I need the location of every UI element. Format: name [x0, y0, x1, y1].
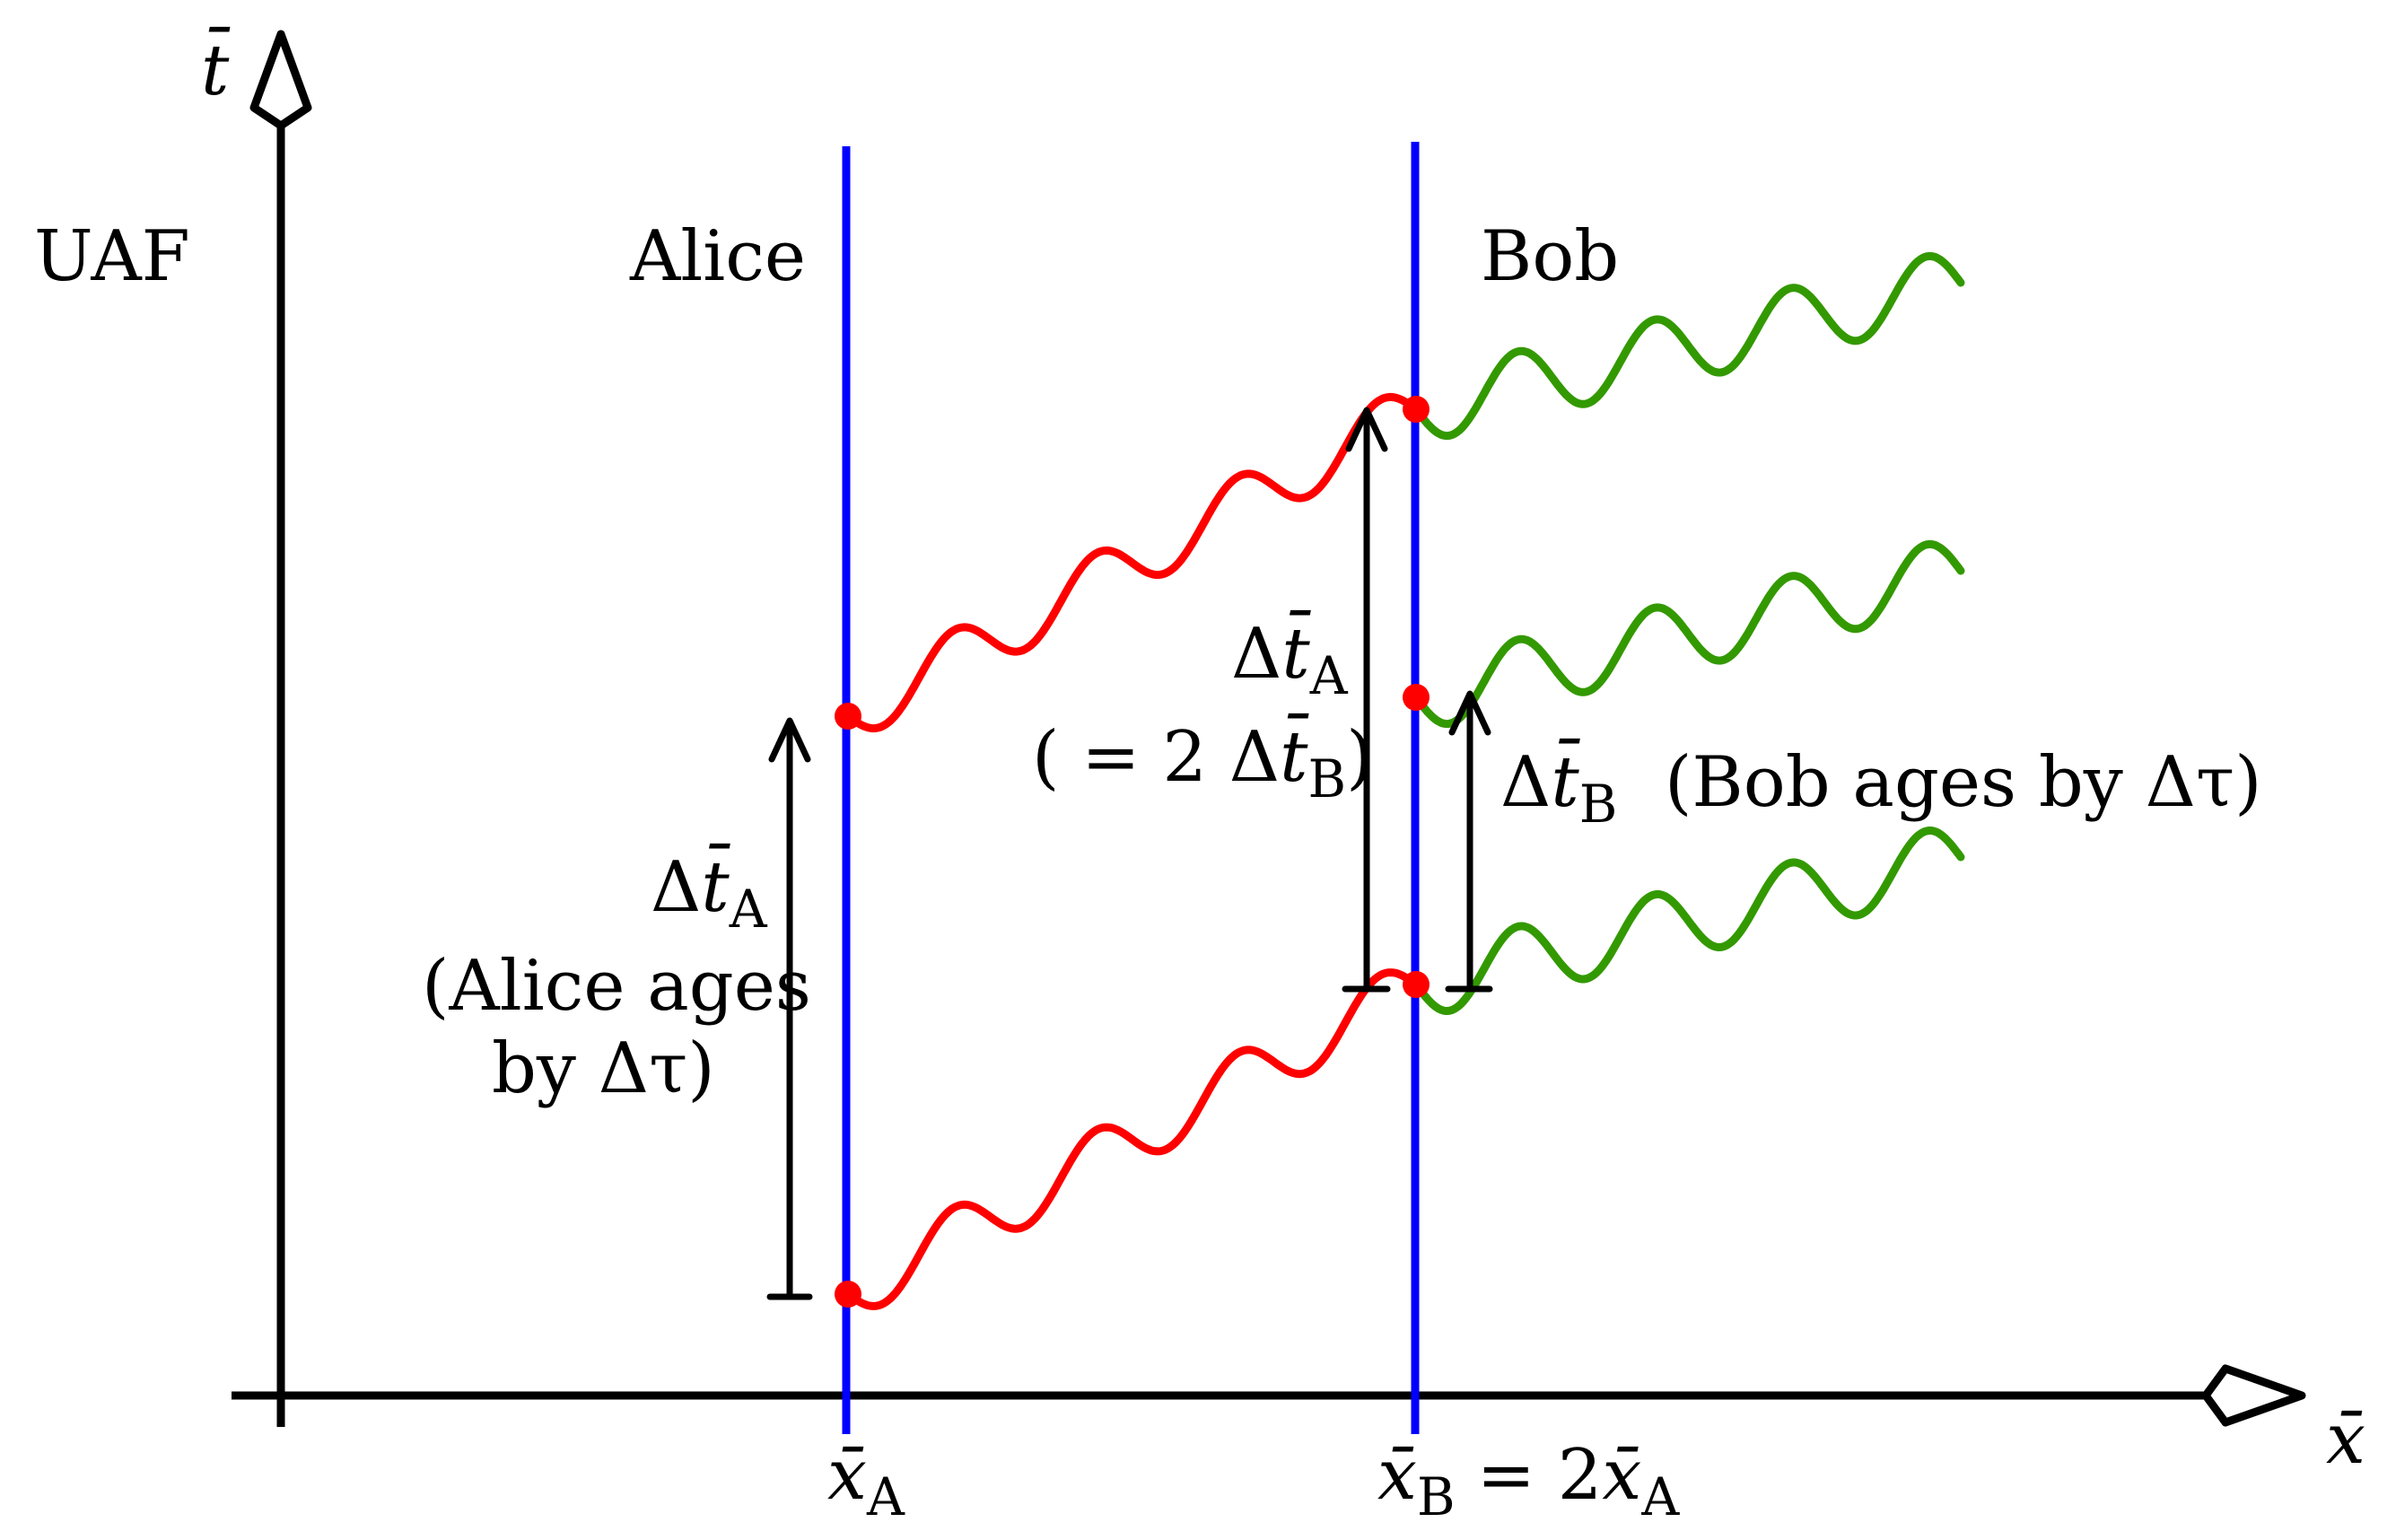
- x-axis-arrowhead: [2201, 1364, 2306, 1427]
- bob-dtA-label: Δt̄A: [1231, 609, 1349, 706]
- x-axis-label: x̄: [2326, 1399, 2365, 1480]
- event-bob-receive-1: [1403, 971, 1430, 998]
- alice-interval-arrow: [766, 717, 813, 1300]
- event-bob-receive-2: [1403, 684, 1430, 711]
- t-axis-label: t̄: [201, 26, 231, 111]
- intervals: [766, 407, 1493, 1300]
- signal-emitted-upper: [844, 392, 1421, 733]
- alice-interval-label: Δt̄A: [651, 843, 768, 940]
- labels: t̄ x̄ UAF Alice Bob x̄A x̄B = 2x̄A Δt̄A (…: [34, 26, 2365, 1527]
- event-bob-receive-3: [1403, 396, 1430, 423]
- x-A-label: x̄A: [827, 1435, 905, 1527]
- bob-dtA-equation: ( = 2 Δt̄B): [1032, 713, 1374, 809]
- alice-label: Alice: [629, 216, 806, 297]
- t-axis-arrowhead: [249, 30, 312, 130]
- bob-ages-label: (Bob ages by Δτ): [1665, 742, 2262, 823]
- signal-received-top: [1412, 251, 1965, 441]
- bob-label: Bob: [1481, 216, 1619, 297]
- event-alice-emit-2: [835, 703, 861, 730]
- alice-ages-line2: by Δτ): [492, 1028, 715, 1109]
- alice-ages-line1: (Alice ages: [422, 946, 811, 1027]
- x-B-label: x̄B = 2x̄A: [1377, 1435, 1680, 1527]
- signal-received-bottom: [1412, 827, 1965, 1015]
- frame-label: UAF: [34, 216, 190, 297]
- axes: [232, 30, 2306, 1427]
- signal-emitted-lower: [844, 968, 1421, 1310]
- bob-dtB-label: Δt̄B: [1500, 738, 1617, 835]
- events: [835, 396, 1430, 1308]
- bob-dtA-arrow: [1342, 407, 1391, 993]
- signal-received-middle: [1412, 539, 1965, 729]
- bob-dtB-arrow: [1445, 690, 1493, 993]
- event-alice-emit-1: [835, 1281, 861, 1308]
